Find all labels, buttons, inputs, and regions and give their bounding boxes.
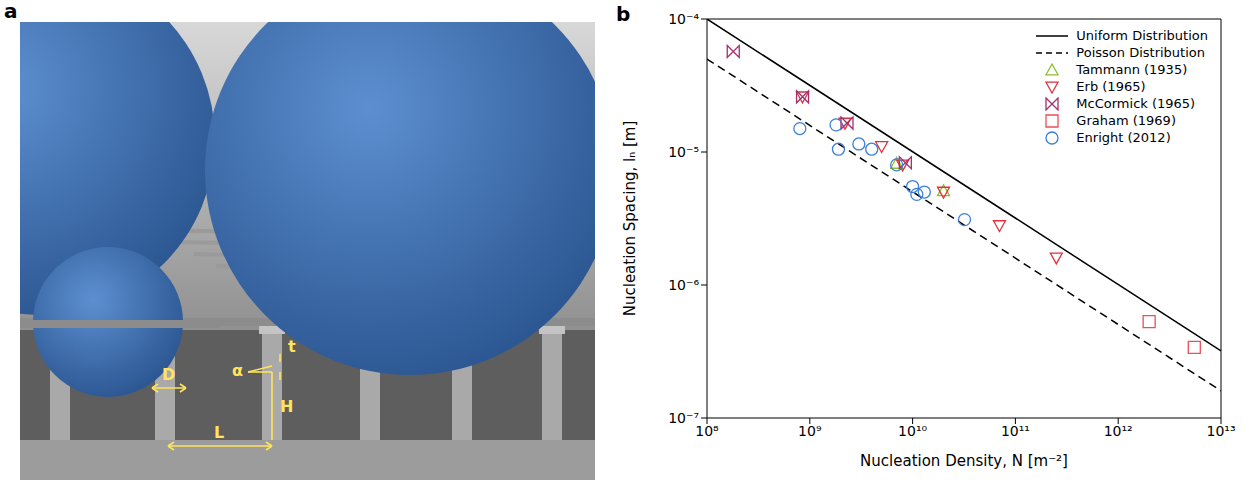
svg-text:10⁻⁴: 10⁻⁴ (668, 11, 699, 27)
svg-text:10¹⁰: 10¹⁰ (898, 423, 927, 439)
html-text:Tammann (1935): Tammann (1935) (1076, 62, 1188, 77)
svg-text:L: L (214, 423, 224, 442)
html-text:b: b (616, 2, 631, 26)
svg-text:10⁻⁷: 10⁻⁷ (668, 410, 699, 426)
svg-text:a: a (4, 0, 18, 23)
svg-text:10¹²: 10¹² (1104, 423, 1133, 439)
svg-text:10⁹: 10⁹ (798, 423, 822, 439)
svg-text:Nucleation Density, N [m⁻²]: Nucleation Density, N [m⁻²] (860, 452, 1068, 470)
html-text:Uniform Distribution: Uniform Distribution (1076, 28, 1208, 43)
svg-text:α: α (232, 361, 243, 380)
svg-text:Nucleation Spacing, lₙ [m]: Nucleation Spacing, lₙ [m] (621, 121, 639, 317)
svg-text:10⁸: 10⁸ (695, 422, 719, 439)
svg-text:10¹³: 10¹³ (1206, 423, 1235, 439)
svg-text:D: D (162, 365, 175, 384)
svg-text:H: H (280, 397, 293, 416)
svg-text:10⁻⁵: 10⁻⁵ (668, 144, 699, 160)
svg-text:t: t (288, 337, 296, 356)
svg-text:10¹¹: 10¹¹ (1001, 423, 1030, 439)
html-text:Erb (1965): Erb (1965) (1076, 79, 1146, 94)
html-text:Poisson Distribution: Poisson Distribution (1076, 45, 1205, 60)
html-text:Graham (1969): Graham (1969) (1076, 113, 1176, 128)
svg-text:10⁻⁶: 10⁻⁶ (668, 277, 699, 293)
html-text:McCormick (1965): McCormick (1965) (1076, 96, 1196, 111)
html-text:Enright (2012): Enright (2012) (1076, 130, 1171, 145)
